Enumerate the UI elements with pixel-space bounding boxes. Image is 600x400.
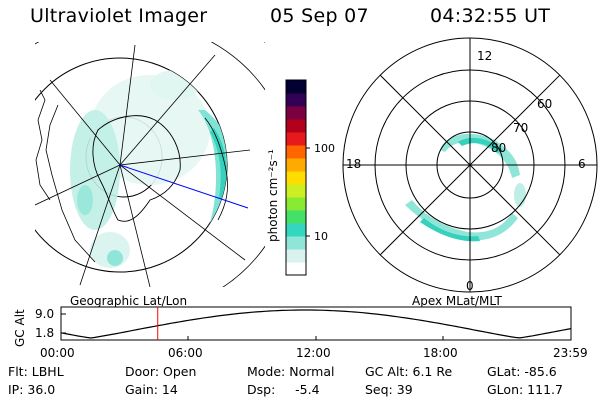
info-flt: Flt: LBHL xyxy=(8,364,64,379)
info-gc-alt: GC Alt: 6.1 Re xyxy=(365,364,453,379)
colorbar-segment xyxy=(286,210,306,224)
colorbar-segment xyxy=(286,184,306,198)
colorbar-segment xyxy=(286,119,306,133)
altitude-plot xyxy=(60,306,572,341)
colorbar-segment xyxy=(286,236,306,250)
info-dsp: Dsp: -5.4 xyxy=(247,382,320,397)
aurora-emission-apex xyxy=(405,133,526,242)
mlt-label-18: 18 xyxy=(346,157,361,171)
geographic-map xyxy=(35,42,265,287)
geographic-map-label: Geographic Lat/Lon xyxy=(70,294,188,308)
apex-map-label: Apex MLat/MLT xyxy=(412,294,502,308)
altitude-ylabel: GC Alt xyxy=(13,309,27,347)
info-gain: Gain: 14 xyxy=(125,382,178,397)
colorbar-segment xyxy=(286,80,306,94)
colorbar-segment xyxy=(286,132,306,146)
altitude-ytick-min: 1.8 xyxy=(35,326,54,340)
info-glat: GLat: -85.6 xyxy=(487,364,557,379)
colorbar-unit-label: photon cm⁻²s⁻¹ xyxy=(266,149,280,242)
colorbar-segment xyxy=(286,145,306,159)
colorbar-segment xyxy=(286,197,306,211)
colorbar-segment xyxy=(286,171,306,185)
altitude-curve xyxy=(60,309,572,339)
colorbar-frame xyxy=(285,79,307,276)
info-ip: IP: 36.0 xyxy=(8,382,56,397)
colorbar-segment xyxy=(286,249,306,263)
colorbar-tick-100: 100 xyxy=(314,142,335,155)
info-glon: GLon: 111.7 xyxy=(487,382,563,397)
mlat-label-70: 70 xyxy=(513,121,528,135)
altitude-xtick-1200: 12:00 xyxy=(296,346,331,360)
apex-polar-map xyxy=(342,37,598,293)
mlt-label-6: 6 xyxy=(578,157,586,171)
colorbar xyxy=(285,79,307,276)
info-seq: Seq: 39 xyxy=(365,382,413,397)
sun-direction-line xyxy=(119,164,249,209)
mlat-label-80: 80 xyxy=(491,141,506,155)
colorbar-segment xyxy=(286,106,306,120)
colorbar-segment xyxy=(286,262,306,276)
altitude-xtick-1800: 18:00 xyxy=(423,346,458,360)
info-door: Door: Open xyxy=(125,364,197,379)
colorbar-segment xyxy=(286,223,306,237)
time-label: 04:32:55 UT xyxy=(430,5,551,27)
colorbar-segment xyxy=(286,158,306,172)
date-label: 05 Sep 07 xyxy=(270,5,369,27)
aurora-emission-geo xyxy=(70,70,227,268)
mlt-label-12: 12 xyxy=(477,49,492,63)
altitude-xtick-0000: 00:00 xyxy=(40,346,75,360)
mlat-label-60: 60 xyxy=(537,97,552,111)
colorbar-tick-10: 10 xyxy=(314,230,328,243)
mlt-label-0: 0 xyxy=(466,279,474,293)
instrument-title: Ultraviolet Imager xyxy=(30,5,208,27)
altitude-xtick-2359: 23:59 xyxy=(553,346,588,360)
colorbar-segment xyxy=(286,93,306,107)
altitude-ytick-max: 9.0 xyxy=(35,307,54,321)
info-mode: Mode: Normal xyxy=(247,364,335,379)
altitude-xtick-0600: 06:00 xyxy=(168,346,203,360)
